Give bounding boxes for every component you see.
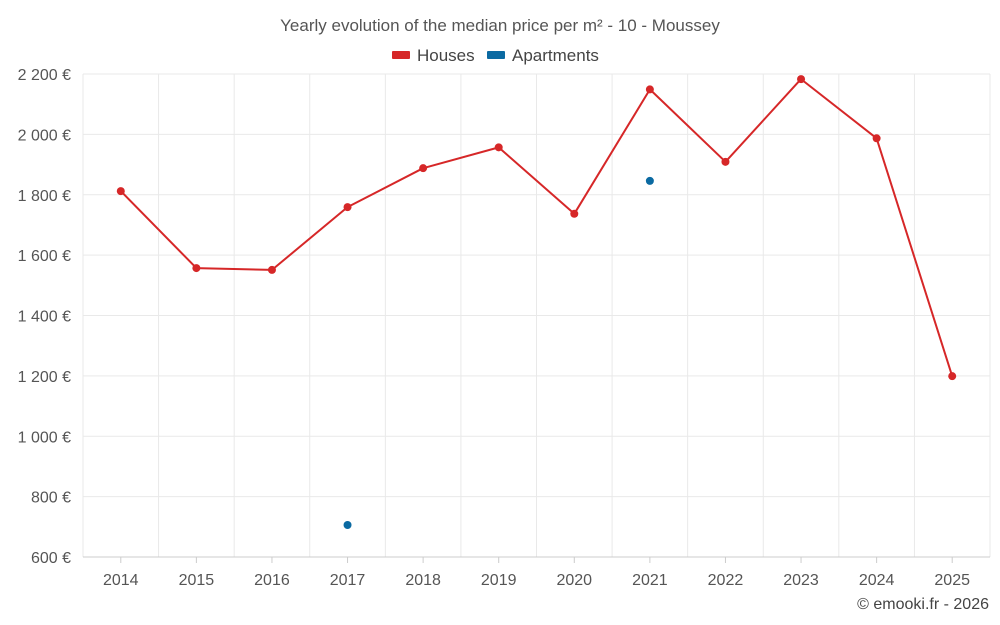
y-tick-label: 1 600 €	[18, 248, 71, 265]
y-tick-label: 1 200 €	[18, 369, 71, 386]
x-tick-label: 2020	[556, 572, 592, 589]
x-tick-label: 2015	[179, 572, 215, 589]
data-point-houses[interactable]	[797, 75, 806, 84]
y-tick-label: 1 400 €	[18, 309, 71, 326]
series-line-houses	[120, 78, 954, 377]
y-tick-label: 2 200 €	[18, 67, 71, 84]
x-tick-label: 2021	[632, 572, 668, 589]
legend-item-houses[interactable]: Houses	[392, 46, 475, 65]
y-tick-label: 2 000 €	[18, 127, 71, 144]
x-tick-label: 2025	[934, 572, 970, 589]
y-tick-label: 600 €	[31, 550, 71, 567]
legend-swatch-apartments	[487, 51, 505, 59]
x-tick-label: 2018	[405, 572, 441, 589]
x-tick-label: 2014	[103, 572, 139, 589]
data-point-houses[interactable]	[721, 157, 730, 166]
data-point-houses[interactable]	[872, 134, 881, 143]
credit-text: © emooki.fr - 2026	[857, 596, 989, 613]
chart-title: Yearly evolution of the median price per…	[280, 16, 720, 35]
data-point-houses[interactable]	[267, 265, 276, 274]
legend: Houses Apartments	[392, 46, 599, 65]
x-tick-label: 2016	[254, 572, 290, 589]
grid	[82, 73, 991, 557]
data-point-houses[interactable]	[419, 164, 428, 173]
data-point-apartments[interactable]	[343, 521, 352, 530]
y-tick-label: 1 000 €	[18, 429, 71, 446]
data-point-houses[interactable]	[192, 264, 201, 273]
legend-swatch-houses	[392, 51, 410, 59]
plot-area	[116, 75, 957, 530]
data-point-houses[interactable]	[116, 187, 125, 196]
legend-label-apartments: Apartments	[512, 46, 599, 65]
legend-item-apartments[interactable]: Apartments	[487, 46, 599, 65]
x-tick-label: 2024	[859, 572, 895, 589]
y-tick-label: 1 800 €	[18, 188, 71, 205]
x-tick-label: 2023	[783, 572, 819, 589]
x-tick-label: 2022	[708, 572, 744, 589]
y-tick-label: 800 €	[31, 490, 71, 507]
series-apartments	[343, 176, 654, 530]
x-tick-label: 2017	[330, 572, 366, 589]
data-point-houses[interactable]	[343, 203, 352, 212]
x-tick-label: 2019	[481, 572, 517, 589]
data-point-apartments[interactable]	[645, 176, 654, 185]
data-point-houses[interactable]	[570, 209, 579, 218]
data-point-houses[interactable]	[948, 372, 957, 381]
data-point-houses[interactable]	[645, 85, 654, 94]
series-houses	[116, 75, 957, 381]
data-point-houses[interactable]	[494, 143, 503, 152]
legend-label-houses: Houses	[417, 46, 475, 65]
axes: 600 € 800 € 1 000 € 1 200 € 1 400 € 1 600 € 1 …	[18, 67, 990, 589]
